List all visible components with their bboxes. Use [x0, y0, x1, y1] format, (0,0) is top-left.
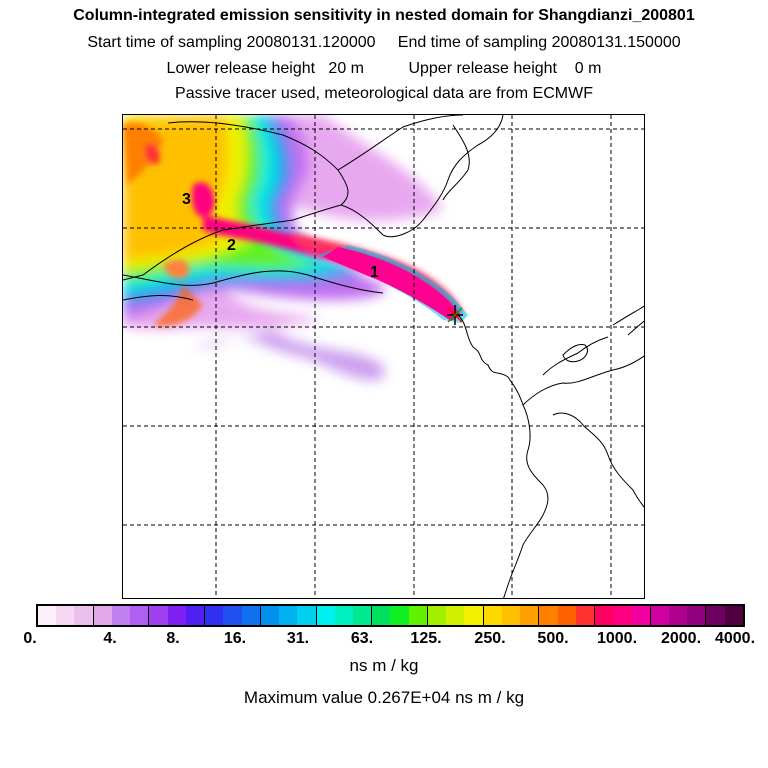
- colorbar-swatch: [149, 606, 168, 625]
- colorbar-swatch: [185, 606, 206, 625]
- trajectory-label-3: 3: [182, 191, 191, 208]
- release-height-line: Lower release height 20 m Upper release …: [166, 60, 602, 77]
- colorbar-swatch: [520, 606, 540, 625]
- colorbar-tick-label: 250.: [474, 630, 506, 647]
- colorbar-swatch: [650, 606, 669, 625]
- map-canvas: 1 2 3: [123, 115, 644, 598]
- receptor-marker: [447, 305, 463, 325]
- colorbar-swatch: [483, 606, 502, 625]
- colorbar-swatch: [575, 606, 596, 625]
- colorbar-swatch: [390, 606, 409, 625]
- colorbar-swatch: [668, 606, 688, 625]
- emission-sensitivity-map: 1 2 3: [122, 114, 645, 599]
- colorbar-swatch: [205, 606, 224, 625]
- colorbar-swatch: [316, 606, 335, 625]
- colorbar-swatch: [446, 606, 465, 625]
- colorbar-tick-label: 0.: [23, 630, 37, 647]
- colorbar-swatch: [167, 606, 186, 625]
- tracer-info-line: Passive tracer used, meteorological data…: [175, 85, 593, 102]
- maximum-value-line: Maximum value 0.267E+04 ns m / kg: [243, 688, 525, 707]
- colorbar-swatch: [130, 606, 150, 625]
- colorbar-swatch: [56, 606, 75, 625]
- colorbar-tick-label: 1000.: [596, 630, 638, 647]
- colorbar-swatch: [631, 606, 651, 625]
- colorbar-swatch: [241, 606, 261, 625]
- colorbar-swatch: [279, 606, 298, 625]
- colorbar-swatch: [408, 606, 428, 625]
- colorbar-swatch: [372, 606, 391, 625]
- colorbar-swatch: [687, 606, 707, 625]
- colorbar-swatch: [334, 606, 353, 625]
- colorbar-swatch: [352, 606, 373, 625]
- sampling-time-line: Start time of sampling 20080131.120000 E…: [87, 34, 681, 51]
- trajectory-label-2: 2: [227, 237, 236, 254]
- colorbar-swatch: [557, 606, 576, 625]
- colorbar-tick-label: 16.: [223, 630, 247, 647]
- colorbar-swatch: [74, 606, 94, 625]
- colorbar-tick-label: 4000.: [714, 630, 756, 647]
- colorbar-swatch: [613, 606, 632, 625]
- colorbar-tick-label: 31.: [286, 630, 310, 647]
- lat-lon-grid: [123, 115, 644, 598]
- trajectory-label-1: 1: [370, 264, 379, 281]
- colorbar-swatch: [297, 606, 317, 625]
- colorbar-swatch: [223, 606, 242, 625]
- colorbar-swatch: [595, 606, 614, 625]
- colorbar-tick-label: 8.: [166, 630, 180, 647]
- colorbar-tick-label: 63.: [350, 630, 374, 647]
- color-scale-bar: [36, 604, 745, 627]
- colorbar-tick-label: 500.: [537, 630, 569, 647]
- colorbar-swatch: [501, 606, 521, 625]
- colorbar-swatch: [464, 606, 484, 625]
- colorbar-swatch: [111, 606, 131, 625]
- colorbar-swatch: [706, 606, 725, 625]
- plot-title: Column-integrated emission sensitivity i…: [73, 7, 695, 24]
- colorbar-tick-label: 4.: [103, 630, 117, 647]
- colorbar-unit: ns m / kg: [349, 656, 419, 675]
- colorbar-swatch: [93, 606, 112, 625]
- colorbar-tick-label: 125.: [410, 630, 442, 647]
- sensitivity-field: [123, 115, 468, 381]
- colorbar-tick-label: 2000.: [660, 630, 702, 647]
- colorbar-swatch: [38, 606, 57, 625]
- colorbar-swatch: [539, 606, 558, 625]
- colorbar-swatch: [427, 606, 447, 625]
- colorbar-swatch: [260, 606, 280, 625]
- coastlines: [123, 115, 644, 598]
- colorbar-swatch: [724, 606, 743, 625]
